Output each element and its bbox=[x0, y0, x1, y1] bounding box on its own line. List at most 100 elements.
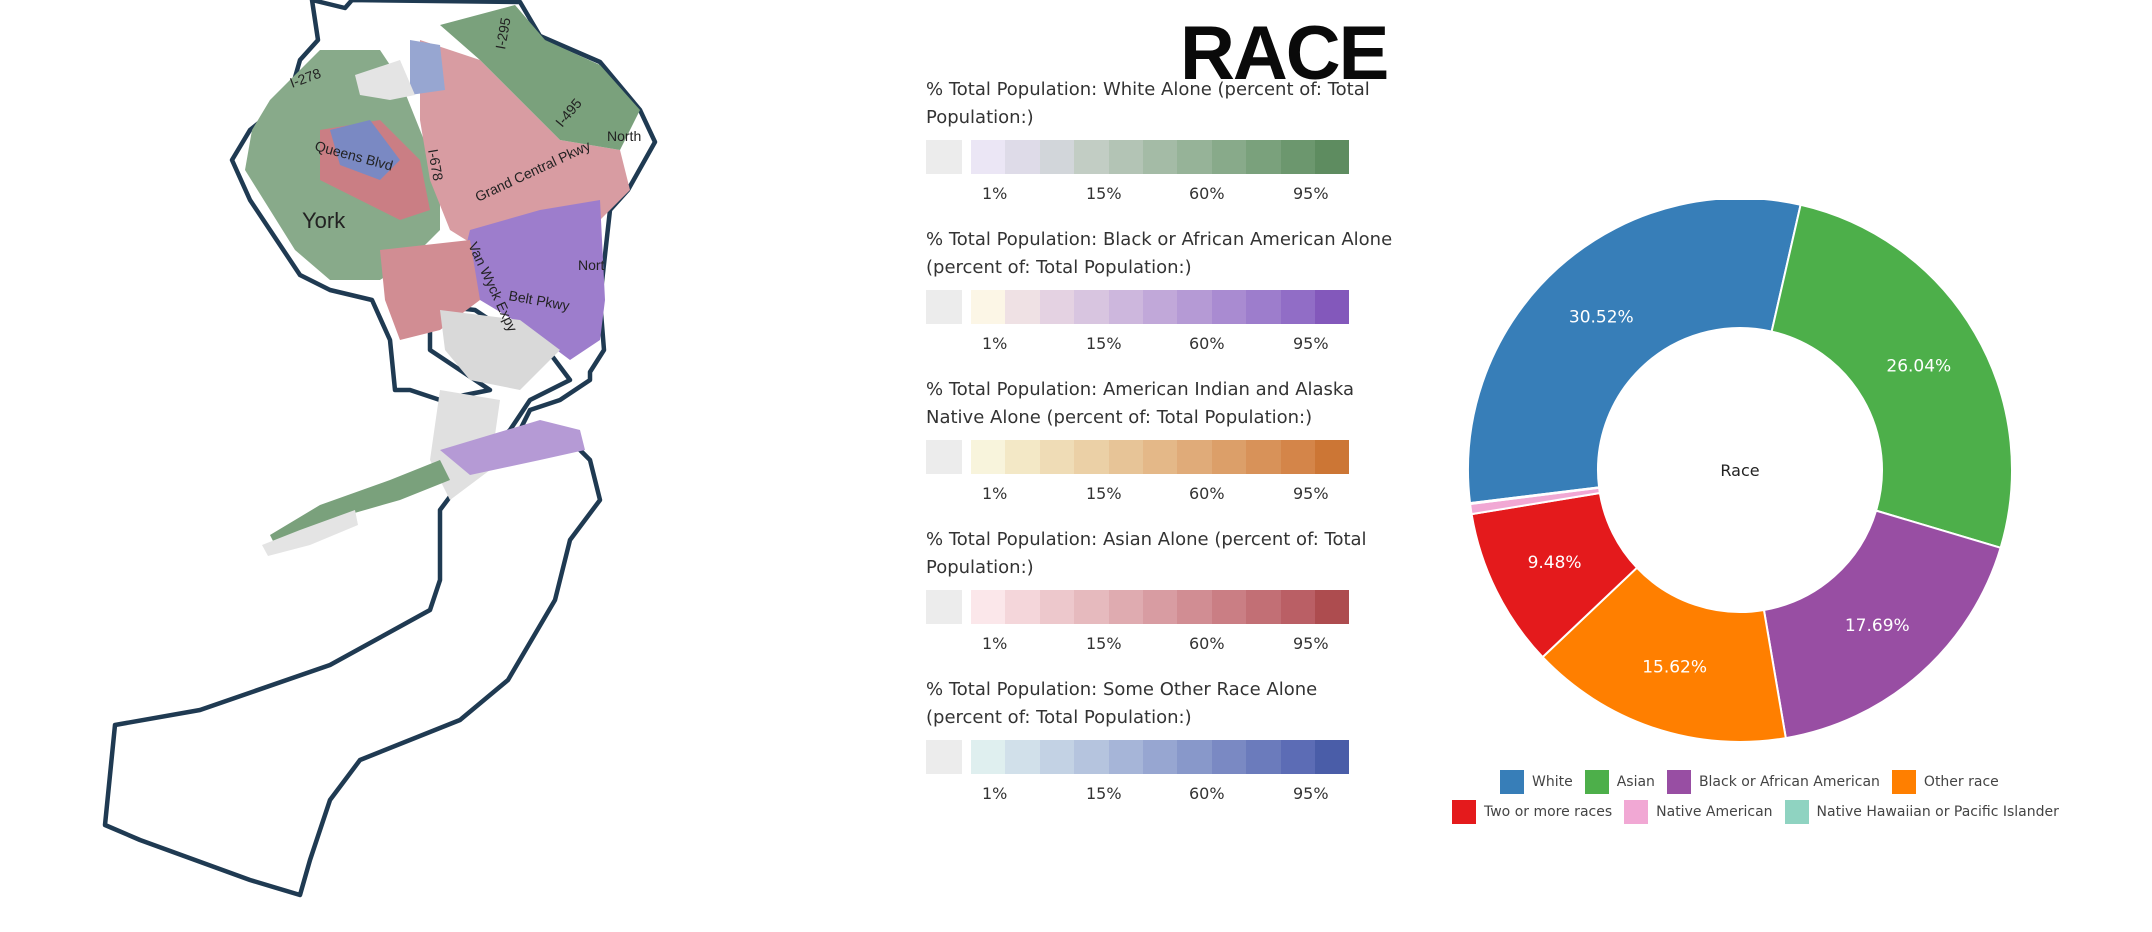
color-ramp-other-race bbox=[926, 740, 1396, 774]
color-ramp-asian bbox=[926, 590, 1396, 624]
legend-item[interactable]: Asian bbox=[1584, 770, 1655, 794]
ramp-swatch bbox=[1142, 590, 1178, 624]
legend-swatch bbox=[1500, 770, 1524, 794]
legend-item[interactable]: Native American bbox=[1624, 800, 1773, 824]
queens-map[interactable]: I-278 Queens Blvd I-678 I-295 I-495 Nort… bbox=[0, 0, 900, 932]
legend-white: % Total Population: White Alone (percent… bbox=[926, 76, 1396, 208]
legend-label: Native American bbox=[1656, 804, 1773, 820]
ramp-swatch bbox=[1039, 590, 1075, 624]
donut-slice-native-hawaiian-or-pacific-islander[interactable] bbox=[1468, 486, 1601, 506]
ramp-swatch bbox=[1280, 290, 1315, 324]
legend-item[interactable]: Two or more races bbox=[1452, 800, 1612, 824]
ramp-swatch bbox=[1005, 740, 1040, 774]
map-label-york: York bbox=[302, 208, 346, 233]
legend-swatch bbox=[1452, 800, 1476, 824]
no-data-swatch bbox=[926, 290, 962, 324]
ramp-swatch bbox=[1211, 440, 1247, 474]
donut-slice-black-or-african-american[interactable] bbox=[1762, 509, 2002, 740]
ramp-swatch bbox=[1108, 140, 1143, 174]
color-ramp-american-indian bbox=[926, 440, 1396, 474]
region-rockaway-white bbox=[270, 460, 450, 545]
tick-label: 15% bbox=[1086, 484, 1122, 503]
page-title: RACE bbox=[1180, 11, 1389, 96]
tick-label: 15% bbox=[1086, 634, 1122, 653]
region-black-southeast bbox=[460, 200, 605, 360]
tick-label: 60% bbox=[1189, 184, 1225, 203]
donut-slice-white[interactable] bbox=[1467, 200, 1802, 505]
ramp-swatch bbox=[1246, 290, 1281, 324]
tick-label: 1% bbox=[982, 334, 1008, 353]
tick-label: 60% bbox=[1189, 634, 1225, 653]
ramp-swatch bbox=[1074, 590, 1109, 624]
ramp-swatch bbox=[1211, 590, 1247, 624]
legend-item[interactable]: Other race bbox=[1891, 770, 1999, 794]
map-label-nort: Nort bbox=[578, 257, 605, 273]
ramp-swatch bbox=[1177, 440, 1212, 474]
ramp-swatch bbox=[1314, 740, 1350, 774]
ramp-swatch bbox=[1005, 440, 1040, 474]
ramp-swatch bbox=[1074, 140, 1109, 174]
ramp-swatch bbox=[1039, 290, 1075, 324]
legend-label: Asian bbox=[1616, 774, 1655, 790]
ramp-swatch bbox=[1246, 140, 1281, 174]
ramp-swatch bbox=[1142, 290, 1178, 324]
region-rockaway-gray bbox=[262, 510, 358, 556]
map-panel[interactable]: I-278 Queens Blvd I-678 I-295 I-495 Nort… bbox=[0, 0, 900, 932]
legend-item[interactable]: Black or African American bbox=[1666, 770, 1880, 794]
legend-black: % Total Population: Black or African Ame… bbox=[926, 226, 1396, 358]
legend-other-race: % Total Population: Some Other Race Alon… bbox=[926, 676, 1396, 808]
ramp-swatch bbox=[1211, 290, 1247, 324]
ramp-swatch bbox=[1211, 140, 1247, 174]
ramp-swatch bbox=[1005, 290, 1040, 324]
legend-title-asian: % Total Population: Asian Alone (percent… bbox=[926, 529, 1367, 578]
donut-data-label: 17.69% bbox=[1845, 616, 1910, 636]
donut-svg: 30.52% 26.04% 17.69% 15.62% 9.48% Race bbox=[1467, 200, 2013, 743]
region-gray-north bbox=[355, 60, 415, 100]
legend-row: White Asian Black or African American Other… bbox=[1500, 770, 2011, 794]
ramp-swatch bbox=[1074, 740, 1109, 774]
ramp-swatch bbox=[971, 740, 1006, 774]
ramp-swatch bbox=[1177, 590, 1212, 624]
ramp-swatch bbox=[1177, 740, 1212, 774]
ramp-swatch bbox=[1108, 740, 1143, 774]
donut-data-label: 26.04% bbox=[1886, 357, 1951, 377]
ramp-swatch bbox=[1314, 440, 1350, 474]
race-donut-chart: 30.52% 26.04% 17.69% 15.62% 9.48% Race White… bbox=[1440, 200, 2140, 840]
ramp-swatch bbox=[1108, 440, 1143, 474]
ramp-swatch bbox=[971, 440, 1006, 474]
region-other-west bbox=[330, 120, 400, 180]
ramp-swatch bbox=[1314, 140, 1350, 174]
legend-item[interactable]: White bbox=[1500, 770, 1573, 794]
ramp-swatch bbox=[1108, 590, 1143, 624]
ramp-ticks-black: 1% 15% 60% 95% bbox=[926, 334, 1396, 358]
donut-slice-other-race[interactable] bbox=[1541, 566, 1787, 743]
legend-swatch bbox=[1666, 770, 1691, 794]
legend-title-other-race: % Total Population: Some Other Race Alon… bbox=[926, 679, 1318, 728]
ramp-swatch bbox=[1142, 440, 1178, 474]
ramp-swatch bbox=[1142, 740, 1178, 774]
ramp-swatch bbox=[1142, 140, 1178, 174]
tick-label: 1% bbox=[982, 484, 1008, 503]
legend-asian: % Total Population: Asian Alone (percent… bbox=[926, 526, 1396, 658]
ramp-swatch bbox=[1314, 590, 1350, 624]
region-rockaway-black bbox=[440, 420, 585, 475]
tick-label: 95% bbox=[1293, 484, 1329, 503]
legend-title-american-indian: % Total Population: American Indian and … bbox=[926, 379, 1355, 428]
ramp-swatch bbox=[1039, 740, 1075, 774]
legend-title-black: % Total Population: Black or African Ame… bbox=[926, 229, 1393, 278]
region-asian-central bbox=[420, 40, 630, 255]
ramp-swatch bbox=[971, 140, 1006, 174]
legend-swatch bbox=[1584, 770, 1609, 794]
ramp-swatch bbox=[1314, 290, 1350, 324]
map-label-i295: I-295 bbox=[492, 16, 513, 50]
legend-item[interactable]: Native Hawaiian or Pacific Islander bbox=[1784, 800, 2059, 824]
ramp-swatch bbox=[1005, 590, 1040, 624]
ramp-ticks-white: 1% 15% 60% 95% bbox=[926, 184, 1396, 208]
ramp-swatch bbox=[1280, 590, 1315, 624]
donut-slice-asian[interactable] bbox=[1770, 203, 2013, 550]
legend-swatch bbox=[1784, 800, 1809, 824]
no-data-swatch bbox=[926, 590, 962, 624]
ramp-swatch bbox=[971, 590, 1006, 624]
ramp-swatch bbox=[1280, 140, 1315, 174]
ramp-swatch bbox=[1074, 290, 1109, 324]
